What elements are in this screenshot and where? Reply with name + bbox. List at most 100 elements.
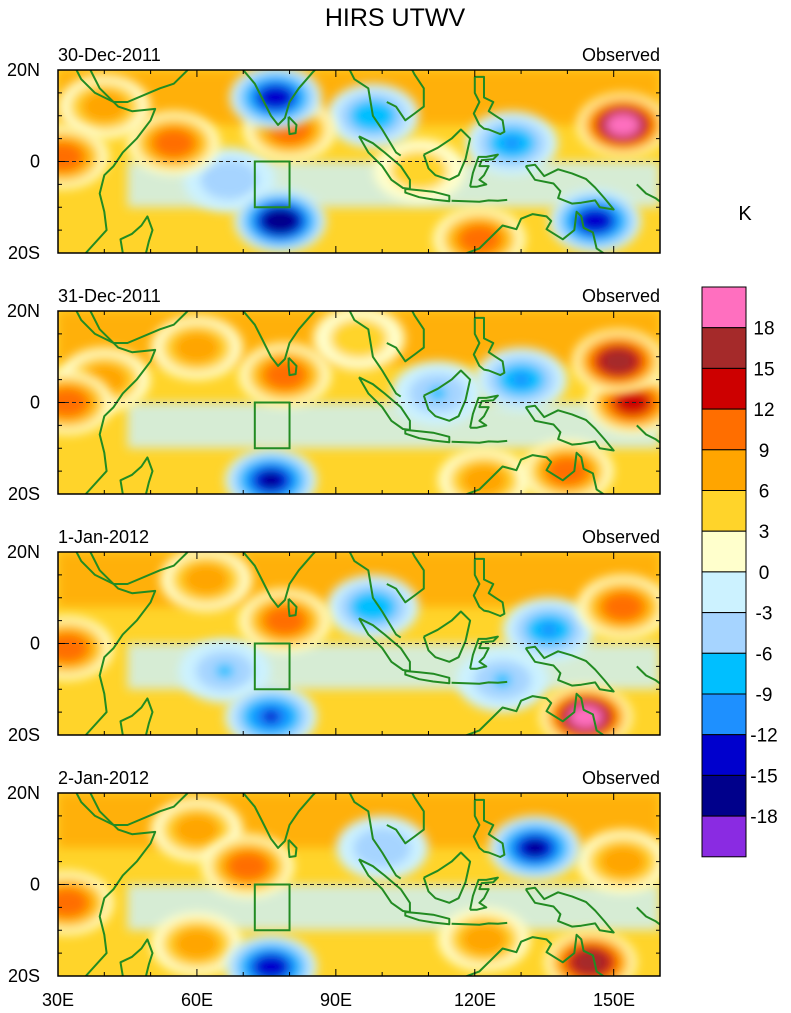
coastline: [404, 911, 451, 926]
coastlines: [75, 70, 660, 253]
utwv-field: [58, 70, 660, 253]
colorbar-swatch: [701, 327, 747, 369]
anomaly-blob: [58, 124, 109, 189]
anomaly-blob: [433, 207, 526, 253]
colorbar-label: -3: [756, 604, 773, 625]
colorbar-label: 12: [753, 400, 774, 421]
lat-label: 20N: [7, 542, 40, 562]
coastline: [451, 198, 508, 203]
anomaly-blob: [127, 111, 220, 176]
panel-date: 1-Jan-2012: [58, 527, 149, 547]
axis-ticks: [57, 69, 661, 254]
lat-label: 20S: [8, 243, 40, 263]
anomaly-blob: [234, 188, 327, 253]
panel-source: Observed: [582, 527, 660, 547]
coastline: [119, 938, 154, 976]
lat-label: 20S: [8, 484, 40, 504]
coastline: [469, 635, 499, 670]
anomaly-blob: [456, 648, 549, 713]
panel-2-jan-2012: 2-Jan-2012 Observed 20N 0 20S: [7, 768, 661, 986]
colorbar-label: -18: [750, 807, 777, 828]
anomaly-blob: [238, 588, 331, 653]
coastline: [524, 404, 615, 452]
colorbar-swatch: [701, 612, 747, 654]
coastline: [472, 557, 506, 617]
coastline: [241, 70, 402, 157]
colorbar-label: 0: [759, 563, 770, 584]
coastline: [75, 793, 189, 826]
anomaly-blob: [160, 552, 253, 612]
anomaly-blob: [201, 834, 294, 899]
panel-source: Observed: [582, 286, 660, 306]
anomaly-blob: [225, 448, 318, 494]
colorbar-label: 6: [759, 482, 770, 503]
colorbar-units: K: [738, 203, 752, 225]
anomaly-blob: [549, 188, 642, 253]
coastline: [472, 75, 506, 136]
coastline: [386, 552, 425, 604]
coastline: [85, 311, 157, 494]
lat-label: 20N: [7, 60, 40, 80]
coastline: [386, 70, 425, 122]
anomaly-blob: [238, 343, 331, 408]
coastline: [85, 793, 157, 976]
coastlines: [75, 552, 660, 735]
coastline: [119, 697, 154, 735]
coastline: [636, 183, 660, 203]
lat-label: 0: [30, 634, 40, 654]
panel-date: 31-Dec-2011: [58, 286, 161, 306]
coastline: [404, 187, 451, 203]
coastline: [464, 692, 606, 735]
coastline: [75, 552, 189, 585]
figure-title: HIRS UTWV: [325, 4, 466, 32]
coastline: [75, 311, 189, 344]
region-box: [253, 642, 291, 691]
lon-label-150e: 150E: [593, 990, 635, 1010]
coastline: [464, 451, 606, 494]
coastline: [472, 316, 506, 377]
coastline: [422, 369, 472, 422]
coastline: [85, 70, 157, 253]
colorbar-label: 9: [759, 441, 770, 462]
lat-label: 20S: [8, 725, 40, 745]
colorbar-label: -12: [750, 726, 777, 747]
anomaly-blob: [313, 311, 405, 371]
anomaly-blob: [373, 138, 466, 203]
utwv-field: [58, 311, 660, 494]
coastline: [636, 665, 660, 685]
anomaly-blob: [544, 930, 637, 976]
colorbar-swatches: [701, 286, 747, 858]
colorbar-swatch: [701, 490, 747, 532]
coastline: [472, 798, 506, 858]
coastline: [85, 552, 157, 735]
coastline: [422, 610, 472, 663]
coastline: [636, 424, 660, 444]
coastline: [241, 311, 402, 398]
anomaly-blob: [58, 74, 151, 139]
lon-label-120e: 120E: [454, 990, 496, 1010]
panel-date: 2-Jan-2012: [58, 768, 149, 788]
region-box: [253, 401, 291, 450]
anomaly-blob: [438, 448, 531, 494]
anomaly-blob: [576, 574, 660, 639]
coastline: [422, 851, 472, 904]
colorbar-swatch: [701, 286, 747, 329]
anomaly-blob: [225, 934, 318, 976]
anomaly-blob: [336, 815, 429, 880]
colorbar-swatch: [701, 530, 747, 573]
colorbar-label: 18: [753, 319, 774, 340]
coastline: [451, 921, 508, 926]
axis-ticks: [57, 792, 661, 977]
coastline: [119, 456, 154, 494]
coastline: [636, 906, 660, 926]
region-box: [253, 160, 291, 209]
axis-ticks: [57, 551, 661, 736]
map-panels: 30-Dec-2011 Observed 20N 0 20S 31-Dec-2011 Obs…: [7, 45, 661, 986]
anomaly-blob: [326, 574, 419, 639]
colorbar-swatch: [701, 408, 747, 451]
anomaly-blob: [502, 597, 595, 662]
colorbar-swatch: [701, 571, 747, 614]
panel-source: Observed: [582, 768, 660, 788]
coastline: [464, 210, 606, 253]
